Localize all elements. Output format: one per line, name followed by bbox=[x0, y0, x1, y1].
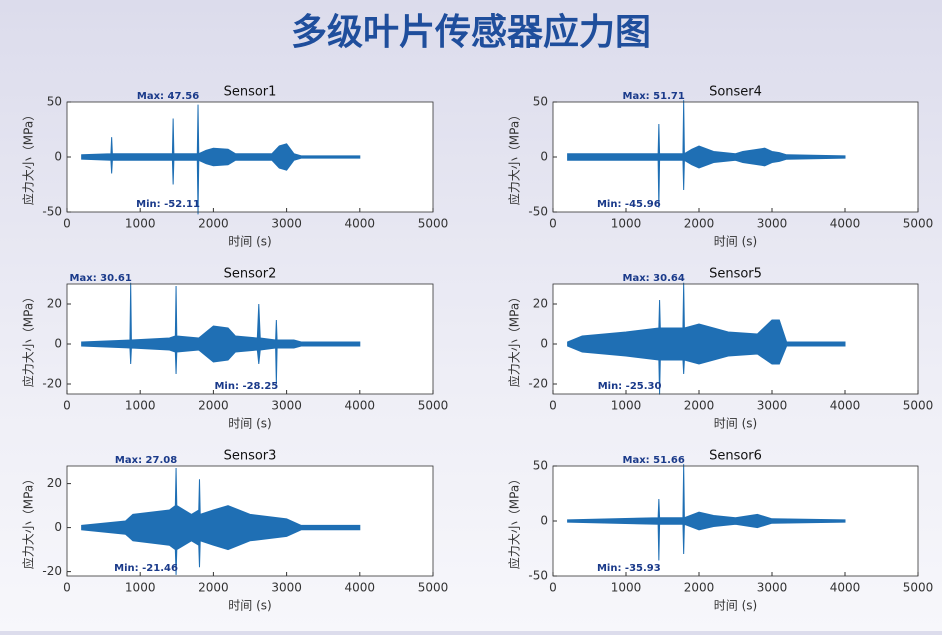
y-tick-label: 50 bbox=[533, 459, 548, 473]
x-tick-label: 1000 bbox=[125, 581, 156, 595]
x-tick-label: 0 bbox=[549, 399, 557, 413]
y-tick-label: 0 bbox=[540, 337, 548, 351]
max-annotation: Max: 30.61 bbox=[70, 273, 132, 284]
x-tick-label: 0 bbox=[63, 399, 71, 413]
y-tick-label: -20 bbox=[42, 564, 62, 578]
min-annotation: Min: -52.11 bbox=[136, 199, 200, 210]
y-axis-label: 应力大小（MPa） bbox=[507, 109, 522, 205]
x-tick-label: 3000 bbox=[757, 217, 788, 231]
chart-title: Sonser4 bbox=[709, 85, 762, 100]
x-tick-label: 3000 bbox=[271, 399, 302, 413]
x-tick-label: 1000 bbox=[611, 581, 642, 595]
max-annotation: Max: 27.08 bbox=[115, 455, 177, 466]
x-tick-label: 4000 bbox=[345, 399, 376, 413]
y-tick-label: -50 bbox=[528, 569, 548, 583]
x-tick-label: 3000 bbox=[271, 581, 302, 595]
min-annotation: Min: -25.30 bbox=[598, 381, 662, 392]
min-annotation: Min: -35.93 bbox=[597, 563, 661, 574]
signal-envelope bbox=[81, 468, 361, 575]
signal-envelope bbox=[81, 282, 361, 385]
x-tick-label: 2000 bbox=[684, 581, 715, 595]
x-tick-label: 3000 bbox=[757, 399, 788, 413]
min-annotation: Min: -21.46 bbox=[114, 563, 178, 574]
x-tick-label: 4000 bbox=[345, 581, 376, 595]
x-tick-label: 1000 bbox=[611, 399, 642, 413]
x-tick-label: 1000 bbox=[125, 217, 156, 231]
chart-title: Sensor3 bbox=[224, 449, 277, 464]
x-tick-label: 3000 bbox=[757, 581, 788, 595]
min-annotation: Min: -45.96 bbox=[597, 199, 661, 210]
y-axis-label: 应力大小（MPa） bbox=[21, 109, 36, 205]
signal-envelope bbox=[567, 100, 846, 208]
y-tick-label: 20 bbox=[47, 297, 62, 311]
signal-envelope bbox=[567, 464, 846, 561]
x-tick-label: 4000 bbox=[830, 581, 861, 595]
chart-title: Sensor1 bbox=[224, 85, 277, 100]
x-tick-label: 2000 bbox=[198, 581, 229, 595]
y-tick-label: -20 bbox=[528, 377, 548, 391]
max-annotation: Max: 51.71 bbox=[623, 91, 685, 102]
y-axis-label: 应力大小（MPa） bbox=[21, 291, 36, 387]
plot-frame bbox=[66, 283, 434, 395]
x-axis-label: 时间 (s) bbox=[714, 235, 757, 249]
y-tick-label: 0 bbox=[540, 514, 548, 528]
x-tick-label: 3000 bbox=[271, 217, 302, 231]
x-tick-label: 5000 bbox=[903, 399, 934, 413]
signal-envelope bbox=[81, 104, 361, 215]
x-tick-label: 5000 bbox=[903, 581, 934, 595]
x-axis-label: 时间 (s) bbox=[228, 417, 271, 431]
signal-envelope bbox=[567, 282, 846, 395]
plot-frame bbox=[552, 283, 919, 395]
chart-title: Sensor6 bbox=[709, 449, 762, 464]
x-tick-label: 5000 bbox=[418, 581, 449, 595]
chart-title: Sensor2 bbox=[224, 267, 277, 282]
x-tick-label: 1000 bbox=[611, 217, 642, 231]
y-tick-label: 20 bbox=[47, 476, 62, 490]
max-annotation: Max: 51.66 bbox=[623, 455, 685, 466]
x-tick-label: 2000 bbox=[684, 399, 715, 413]
x-tick-label: 2000 bbox=[684, 217, 715, 231]
x-tick-label: 5000 bbox=[903, 217, 934, 231]
y-tick-label: 0 bbox=[54, 337, 62, 351]
x-axis-label: 时间 (s) bbox=[714, 417, 757, 431]
x-tick-label: 4000 bbox=[830, 217, 861, 231]
x-tick-label: 0 bbox=[549, 217, 557, 231]
y-tick-label: 0 bbox=[54, 520, 62, 534]
plot-frame bbox=[66, 465, 434, 577]
max-annotation: Max: 30.64 bbox=[623, 273, 685, 284]
x-axis-label: 时间 (s) bbox=[714, 599, 757, 613]
y-tick-label: 20 bbox=[533, 297, 548, 311]
x-tick-label: 2000 bbox=[198, 399, 229, 413]
x-axis-label: 时间 (s) bbox=[228, 235, 271, 249]
y-axis-label: 应力大小（MPa） bbox=[507, 291, 522, 387]
y-tick-label: 50 bbox=[533, 95, 548, 109]
y-tick-label: 0 bbox=[540, 150, 548, 164]
x-tick-label: 5000 bbox=[418, 399, 449, 413]
y-tick-label: 0 bbox=[54, 150, 62, 164]
max-annotation: Max: 47.56 bbox=[137, 91, 199, 102]
y-tick-label: 50 bbox=[47, 95, 62, 109]
page-title: 多级叶片传感器应力图 bbox=[291, 12, 651, 53]
x-tick-label: 0 bbox=[549, 581, 557, 595]
x-tick-label: 5000 bbox=[418, 217, 449, 231]
min-annotation: Min: -28.25 bbox=[214, 381, 278, 392]
y-tick-label: -50 bbox=[42, 205, 62, 219]
x-tick-label: 0 bbox=[63, 217, 71, 231]
x-tick-label: 0 bbox=[63, 581, 71, 595]
x-tick-label: 2000 bbox=[198, 217, 229, 231]
y-tick-label: -20 bbox=[42, 377, 62, 391]
x-tick-label: 4000 bbox=[345, 217, 376, 231]
x-tick-label: 1000 bbox=[125, 399, 156, 413]
x-tick-label: 4000 bbox=[830, 399, 861, 413]
y-tick-label: -50 bbox=[528, 205, 548, 219]
chart-title: Sensor5 bbox=[709, 267, 762, 282]
y-axis-label: 应力大小（MPa） bbox=[507, 473, 522, 569]
x-axis-label: 时间 (s) bbox=[228, 599, 271, 613]
y-axis-label: 应力大小（MPa） bbox=[21, 473, 36, 569]
